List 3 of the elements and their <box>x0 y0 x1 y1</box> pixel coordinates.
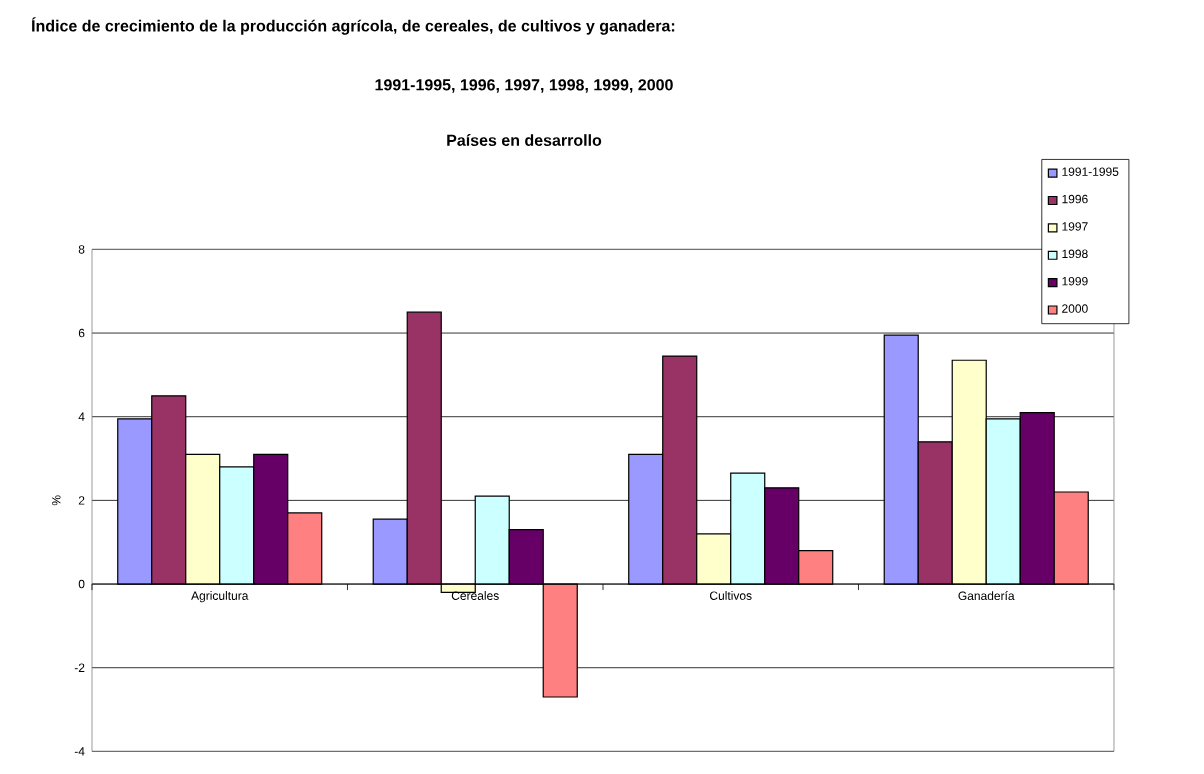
chart-subtitle: 1991-1995, 1996, 1997, 1998, 1999, 2000 <box>375 79 673 93</box>
chart-title: Índice de crecimiento de la producción agrícola, de cereales, de cultivos y ganadera: <box>31 17 675 35</box>
text: Países en desarrollo <box>447 134 602 146</box>
